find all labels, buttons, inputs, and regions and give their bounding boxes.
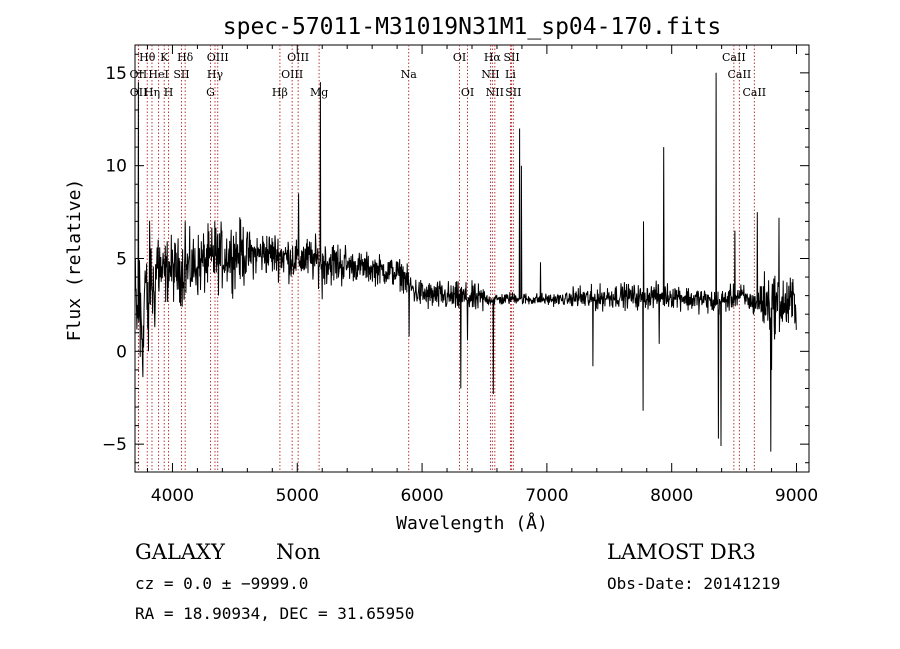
line-label: OIII (281, 68, 303, 81)
line-label: OIII (207, 51, 229, 64)
spectrum-series (134, 72, 797, 452)
y-tick-label: −5 (102, 435, 127, 455)
line-label: H (164, 86, 174, 99)
line-label: Hα (484, 51, 502, 64)
object-subclass: Non (276, 540, 321, 564)
line-label: Mg (310, 86, 328, 99)
line-label: CaII (722, 51, 746, 64)
y-axis-label: Flux (relative) (64, 179, 85, 342)
line-label: NII (481, 68, 499, 81)
survey-name: LAMOST DR3 (607, 540, 756, 564)
line-label: CaII (728, 68, 752, 81)
coordinates: RA = 18.90934, DEC = 31.65950 (135, 604, 414, 623)
x-tick-label: 8000 (650, 486, 693, 506)
line-label: CaII (742, 86, 766, 99)
line-label: OI (461, 86, 474, 99)
x-tick-label: 5000 (276, 486, 319, 506)
spectrum-layer (134, 72, 797, 452)
redshift-readout: cz = 0.0 ± −9999.0 (135, 574, 308, 593)
x-tick-label: 6000 (400, 486, 443, 506)
line-label: SII (503, 51, 519, 64)
line-label: Hδ (177, 51, 194, 64)
line-label: HeI (148, 68, 168, 81)
line-label: NII (486, 86, 504, 99)
chart-title: spec-57011-M31019N31M1_sp04-170.fits (223, 14, 722, 40)
line-label: G (206, 86, 215, 99)
y-tick-label: 15 (105, 64, 127, 84)
line-label: Hγ (207, 68, 224, 81)
y-axis: −5 0 5 10 15 (102, 53, 809, 464)
object-class: GALAXY (135, 540, 226, 564)
y-tick-label: 10 (105, 157, 127, 177)
line-label: Hη (144, 86, 160, 99)
line-label: OII (130, 68, 148, 81)
line-label: SII (505, 86, 521, 99)
x-axis-label: Wavelength (Å) (396, 512, 548, 534)
x-tick-label: 9000 (775, 486, 818, 506)
x-tick-label: 7000 (525, 486, 568, 506)
line-label: SII (173, 68, 189, 81)
line-label: Li (505, 68, 516, 81)
y-tick-label: 0 (116, 342, 127, 362)
x-axis: 4000 5000 6000 7000 8000 9000 (146, 45, 818, 506)
x-tick-label: 4000 (151, 486, 194, 506)
line-label: OIII (287, 51, 309, 64)
line-label: Hβ (272, 86, 288, 99)
line-label: OI (453, 51, 466, 64)
line-label: Na (401, 68, 418, 81)
line-label: K (160, 51, 169, 64)
y-tick-label: 5 (116, 250, 127, 270)
obs-date: Obs-Date: 20141219 (607, 574, 780, 593)
line-label: Hθ (139, 51, 156, 64)
